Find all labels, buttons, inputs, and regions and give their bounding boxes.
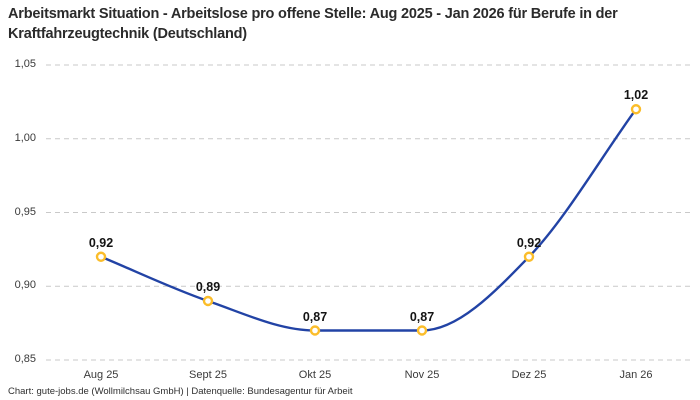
data-point-value-label: 0,87 bbox=[302, 309, 328, 324]
trend-line bbox=[100, 108, 637, 332]
x-axis-tick-label: Nov 25 bbox=[404, 369, 440, 381]
data-point-value-label: 1,02 bbox=[623, 88, 649, 103]
data-point-value-label: 0,87 bbox=[409, 309, 435, 324]
x-axis-tick-label: Sept 25 bbox=[189, 369, 227, 381]
data-point-value-label: 0,89 bbox=[195, 280, 221, 294]
data-point-value-label: 0,92 bbox=[88, 235, 114, 250]
x-axis-tick-label: Jan 26 bbox=[619, 369, 653, 381]
x-axis-tick-label: Dez 25 bbox=[511, 369, 547, 381]
y-axis-tick-label: 0,85 bbox=[14, 353, 36, 365]
y-axis-tick-label: 0,95 bbox=[14, 205, 36, 218]
y-axis-tick-label: 0,90 bbox=[14, 279, 36, 292]
data-point-value-label: 0,92 bbox=[516, 235, 542, 250]
chart-title: Arbeitsmarkt Situation - Arbeitslose pro… bbox=[8, 6, 618, 42]
x-axis-tick-label: Aug 25 bbox=[83, 369, 119, 381]
y-axis-tick-label: 1,05 bbox=[14, 58, 36, 70]
data-point-marker[interactable] bbox=[202, 295, 214, 307]
data-point-marker[interactable] bbox=[416, 325, 428, 336]
chart-footer-credit: Chart: gute-jobs.de (Wollmilchsau GmbH) … bbox=[8, 386, 353, 397]
y-axis-tick-label: 1,00 bbox=[14, 131, 36, 144]
data-point-marker[interactable] bbox=[523, 251, 535, 262]
x-axis-tick-label: Okt 25 bbox=[298, 369, 332, 381]
data-point-marker[interactable] bbox=[309, 325, 321, 336]
data-point-marker[interactable] bbox=[630, 104, 642, 115]
data-point-marker[interactable] bbox=[95, 251, 107, 262]
